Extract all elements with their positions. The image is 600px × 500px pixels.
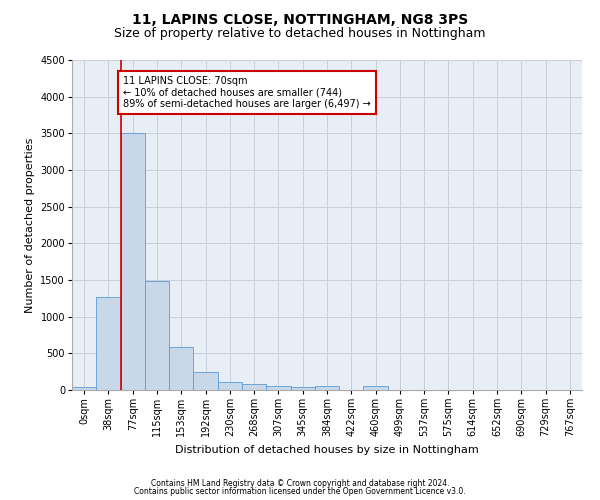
Bar bbox=[72, 387, 96, 390]
Bar bbox=[266, 386, 290, 390]
Bar bbox=[169, 348, 193, 390]
Text: 11 LAPINS CLOSE: 70sqm
← 10% of detached houses are smaller (744)
89% of semi-de: 11 LAPINS CLOSE: 70sqm ← 10% of detached… bbox=[123, 76, 371, 110]
Text: 11, LAPINS CLOSE, NOTTINGHAM, NG8 3PS: 11, LAPINS CLOSE, NOTTINGHAM, NG8 3PS bbox=[132, 12, 468, 26]
Text: Contains HM Land Registry data © Crown copyright and database right 2024.: Contains HM Land Registry data © Crown c… bbox=[151, 478, 449, 488]
Bar bbox=[145, 282, 169, 390]
Bar bbox=[121, 134, 145, 390]
Bar bbox=[242, 384, 266, 390]
Bar bbox=[218, 382, 242, 390]
Bar bbox=[364, 386, 388, 390]
Y-axis label: Number of detached properties: Number of detached properties bbox=[25, 138, 35, 312]
Bar bbox=[193, 372, 218, 390]
X-axis label: Distribution of detached houses by size in Nottingham: Distribution of detached houses by size … bbox=[175, 445, 479, 455]
Text: Contains public sector information licensed under the Open Government Licence v3: Contains public sector information licen… bbox=[134, 487, 466, 496]
Bar bbox=[96, 297, 121, 390]
Bar bbox=[315, 386, 339, 390]
Bar bbox=[290, 386, 315, 390]
Text: Size of property relative to detached houses in Nottingham: Size of property relative to detached ho… bbox=[114, 28, 486, 40]
